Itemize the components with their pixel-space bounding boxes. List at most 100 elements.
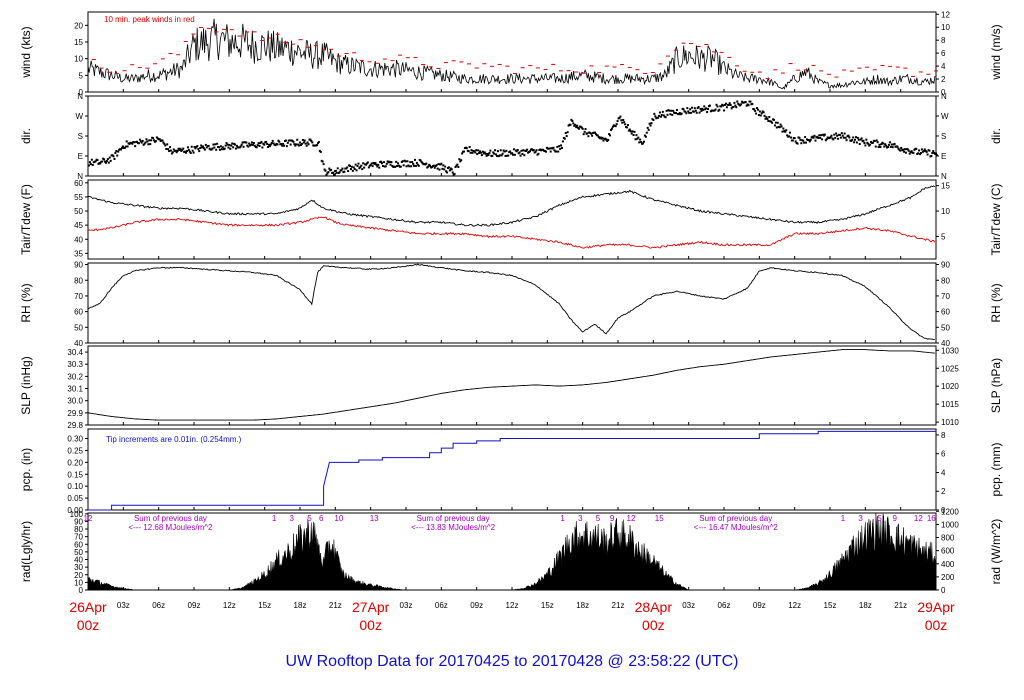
dir-point [821,138,824,141]
dir-point [101,160,104,163]
dir-point [812,136,815,139]
dir-point [649,124,652,127]
dir-point [537,152,540,155]
dir-point [499,149,502,152]
dir-point [350,165,353,168]
dir-point [807,139,810,142]
dir-point [593,131,596,134]
dir-point [670,109,673,112]
dir-point [526,148,529,151]
dir-point [793,137,796,140]
rh-ytick-right-label: 60 [941,308,950,317]
pcp-ytick-left-label: 0.25 [67,446,83,455]
dir-point [363,166,366,169]
dir-point [343,170,346,173]
dir-point [851,138,854,141]
dir-point [293,143,296,146]
dir-point [270,142,273,145]
dir-point [111,154,114,157]
pcp-ytick-left-label: 0.20 [67,458,83,467]
dir-point [890,143,893,146]
pcp-ytick-right-label: 4 [941,468,946,477]
rad-area [87,513,937,591]
rad-daily-note-line2: <--- 12.68 MJoules/m^2 [128,523,213,532]
rad-ytick-left-label: 90 [74,517,83,526]
rh-ytick-left-label: 40 [74,339,83,348]
dir-point [456,163,459,166]
dir-point [193,146,196,149]
dir-point [904,151,907,154]
dir-point [429,164,432,167]
dir-point [169,149,172,152]
dir-point [327,171,330,174]
dir-point [136,140,139,143]
dir-point [635,134,638,137]
rh-ytick-left-label: 50 [74,323,83,332]
dir-point [406,160,409,163]
dir-point [503,150,506,153]
wind-ytick-left-label: 15 [74,38,83,47]
dir-point [763,114,766,117]
dir-point [230,144,233,147]
dir-point [179,147,182,150]
dir-point [884,143,887,146]
dir-point [862,139,865,142]
dir-point [239,145,242,148]
dir-point [143,142,146,145]
dir-point [687,110,690,113]
dir-point [733,101,736,104]
dir-point [856,136,859,139]
dir-point [530,148,533,151]
dir-point [256,144,259,147]
dir-point [479,150,482,153]
dir-point [615,123,618,126]
dir-point [903,148,906,151]
dir-point [203,148,206,151]
dir-point [839,136,842,139]
dir-point [185,149,188,152]
dir-point [375,163,378,166]
dir-point [412,162,415,165]
dir-point [888,141,891,144]
dir-point [397,162,400,165]
dir-point [163,142,166,145]
dir-point [700,109,703,112]
dir-point [776,121,779,124]
dir-point [702,108,705,111]
pcp-ytick-left-label: 0.10 [67,482,83,491]
dir-point [140,141,143,144]
temp-ytick-left-label: 55 [74,193,83,202]
dir-point [396,164,399,167]
dir-point [774,121,777,124]
dir-point [690,111,693,114]
dir-point [648,122,651,125]
dir-point [630,132,633,135]
dir-point [767,120,770,123]
dir-point [618,117,621,120]
panel-wind: 0 5 10 15 20 0 2 4 6 8 10 12 wind (kts) wind (m/s) 10 … [19,10,1003,97]
dir-point [640,141,643,144]
time-minor-label: 09z [470,601,483,610]
slp-series-0 [87,349,935,421]
rad-ytick-right-label: 800 [941,534,955,543]
dir-point [642,140,645,143]
dir-point [255,146,258,149]
dir-point [715,103,718,106]
dir-point [300,142,303,145]
rad-hour-label: 9 [893,514,898,523]
dir-point [837,137,840,140]
dir-point [754,109,757,112]
rad-ytick-left-label: 0 [79,586,84,595]
dir-point [444,165,447,168]
dir-point [899,149,902,152]
dir-point [175,151,178,154]
dir-point [235,144,238,147]
dir-point [705,107,708,110]
dir-point [251,143,254,146]
dir-point [883,145,886,148]
dir-point [128,142,131,145]
dir-point [443,168,446,171]
dir-point [802,139,805,142]
dir-point [762,111,765,114]
